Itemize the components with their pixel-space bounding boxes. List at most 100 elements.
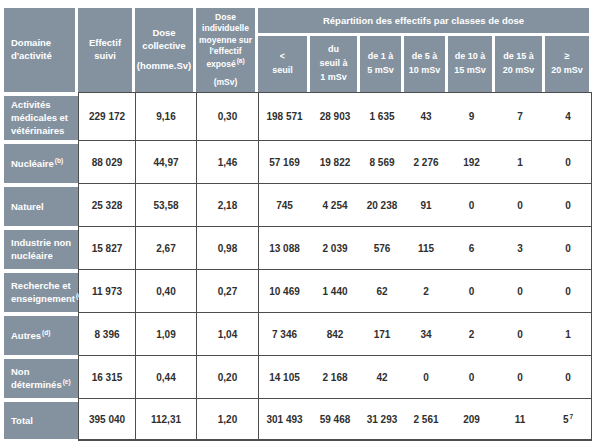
- row-label: Recherche et enseignement(c): [4, 269, 78, 312]
- cell: 43: [404, 92, 448, 140]
- cell: 2,67: [135, 226, 196, 269]
- cell: 7: [495, 92, 545, 140]
- table-header: Domaine d'activité Effectif suivi Dose c…: [4, 8, 592, 92]
- row-label: Nucléaire(b): [4, 140, 78, 183]
- table-row: Total395 040112,311,20301 49359 46831 29…: [4, 398, 592, 441]
- col-header-dose-collective-label: Dose collective: [142, 27, 185, 51]
- row-label-text: Recherche et enseignement: [11, 280, 75, 305]
- cell: 192: [448, 140, 495, 183]
- cell: 6: [448, 226, 495, 269]
- cell: 28 903: [310, 92, 360, 140]
- col-header-class-seuil-1msv: du seuil à 1 mSv: [310, 36, 360, 92]
- row-label-text: Nucléaire: [11, 158, 54, 169]
- col-header-class-5-10msv: de 5 à 10 mSv: [404, 36, 448, 92]
- cell: 91: [404, 183, 448, 226]
- cell: 0: [448, 355, 495, 398]
- row-label-text: Non déterminés: [11, 366, 62, 391]
- row-label: Non déterminés(e): [4, 355, 78, 398]
- cell: 2: [404, 269, 448, 312]
- row-label-text: Industrie non nucléaire: [11, 237, 71, 261]
- cell: 11: [495, 398, 545, 441]
- cell: 1,09: [135, 312, 196, 355]
- cell: 4: [545, 92, 592, 140]
- cell: 395 040: [78, 398, 135, 441]
- cell: 19 822: [310, 140, 360, 183]
- col-header-dose-collective: Dose collective (homme.Sv): [135, 8, 196, 92]
- cell: 59 468: [310, 398, 360, 441]
- col-header-domaine: Domaine d'activité: [4, 8, 78, 92]
- cell: 8 396: [78, 312, 135, 355]
- table-row: Autres(d)8 3961,091,047 34684217134201: [4, 312, 592, 355]
- footnote-marker-a: (a): [237, 57, 245, 64]
- table-row: Naturel25 32853,582,187454 25420 2389100…: [4, 183, 592, 226]
- cell: 0: [545, 355, 592, 398]
- cell: 0: [495, 355, 545, 398]
- cell: 1,04: [196, 312, 258, 355]
- cell: 4 254: [310, 183, 360, 226]
- col-header-effectif: Effectif suivi: [78, 8, 135, 92]
- cell: 2,18: [196, 183, 258, 226]
- col-header-class-lt-seuil: < seuil: [258, 36, 310, 92]
- cell: 1,20: [196, 398, 258, 441]
- cell: 10 469: [258, 269, 310, 312]
- table-row: Industrie non nucléaire15 8272,670,9813 …: [4, 226, 592, 269]
- cell: 42: [360, 355, 404, 398]
- cell: 44,97: [135, 140, 196, 183]
- table-row: Recherche et enseignement(c)11 9730,400,…: [4, 269, 592, 312]
- col-header-class-15-20msv: de 15 à 20 mSv: [495, 36, 545, 92]
- table-row: Nucléaire(b)88 02944,971,4657 16919 8228…: [4, 140, 592, 183]
- cell: 0,44: [135, 355, 196, 398]
- page: Domaine d'activité Effectif suivi Dose c…: [0, 0, 600, 448]
- cell: 745: [258, 183, 310, 226]
- cell: 0,20: [196, 355, 258, 398]
- cell: 229 172: [78, 92, 135, 140]
- table-row: Activités médicales et vétérinaires 229 1…: [4, 92, 592, 140]
- cell: 576: [360, 226, 404, 269]
- col-header-class-10-15msv: de 10 à 15 mSv: [448, 36, 495, 92]
- cell: 171: [360, 312, 404, 355]
- cell: 1: [495, 140, 545, 183]
- col-header-dose-individuelle: Dose individuelle moyenne sur l'effectif…: [196, 8, 258, 92]
- cell: 3: [495, 226, 545, 269]
- footnote-marker: (b): [55, 157, 63, 164]
- col-header-repartition-group: Répartition des effectifs par classes de…: [258, 8, 592, 36]
- col-header-class-1-5msv: de 1 à 5 mSv: [360, 36, 404, 92]
- cell: 16 315: [78, 355, 135, 398]
- row-label: Naturel: [4, 183, 78, 226]
- cell: 34: [404, 312, 448, 355]
- cell: 0: [404, 355, 448, 398]
- row-label-text: Activités médicales et vétérinaires: [11, 99, 68, 136]
- cell: 13 088: [258, 226, 310, 269]
- cell: 1 635: [360, 92, 404, 140]
- cell: 57: [545, 398, 592, 441]
- cell: 0: [495, 312, 545, 355]
- cell: 0: [495, 183, 545, 226]
- cell: 0,27: [196, 269, 258, 312]
- cell: 53,58: [135, 183, 196, 226]
- cell: 1: [545, 312, 592, 355]
- cell: 11 973: [78, 269, 135, 312]
- cell: 20 238: [360, 183, 404, 226]
- cell: 0,40: [135, 269, 196, 312]
- cell: 0: [545, 183, 592, 226]
- col-header-dose-collective-unit: (homme.Sv): [136, 60, 192, 73]
- cell: 7 346: [258, 312, 310, 355]
- cell: 15 827: [78, 226, 135, 269]
- cell: 112,31: [135, 398, 196, 441]
- col-header-effectif-label: Effectif suivi: [89, 37, 121, 61]
- row-label-text: Total: [11, 415, 33, 426]
- cell: 2 039: [310, 226, 360, 269]
- cell: 0: [495, 269, 545, 312]
- dose-repartition-table: Domaine d'activité Effectif suivi Dose c…: [4, 8, 592, 441]
- cell: 198 571: [258, 92, 310, 140]
- cell: 88 029: [78, 140, 135, 183]
- cell: 31 293: [360, 398, 404, 441]
- cell: 25 328: [78, 183, 135, 226]
- cell: 1,46: [196, 140, 258, 183]
- cell: 115: [404, 226, 448, 269]
- cell: 1 440: [310, 269, 360, 312]
- cell: 0: [448, 183, 495, 226]
- cell: 0: [545, 140, 592, 183]
- row-label: Industrie non nucléaire: [4, 226, 78, 269]
- row-label: Autres(d): [4, 312, 78, 355]
